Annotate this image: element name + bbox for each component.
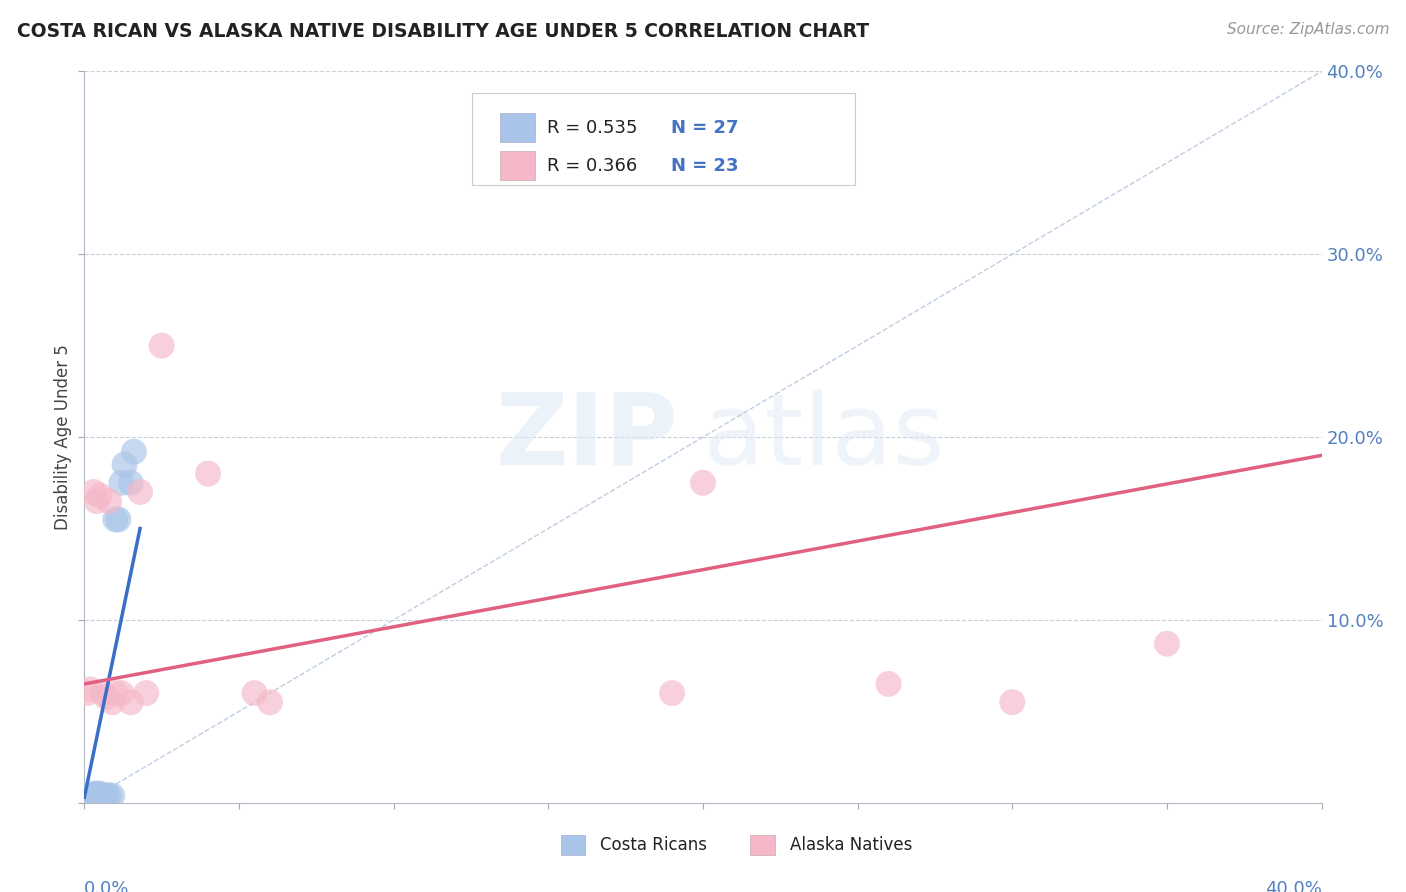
Point — [89, 790, 111, 805]
Point — [98, 494, 121, 508]
Text: Source: ZipAtlas.com: Source: ZipAtlas.com — [1226, 22, 1389, 37]
Point — [79, 682, 101, 697]
Point — [104, 512, 127, 526]
Point — [135, 686, 157, 700]
Point — [91, 790, 114, 805]
Point — [86, 790, 108, 805]
Point — [86, 494, 108, 508]
FancyBboxPatch shape — [561, 835, 585, 855]
Point — [86, 789, 108, 803]
Point — [79, 792, 101, 806]
Text: R = 0.535: R = 0.535 — [547, 119, 637, 136]
Point — [91, 789, 114, 803]
Text: N = 27: N = 27 — [671, 119, 738, 136]
FancyBboxPatch shape — [501, 113, 534, 143]
Point — [110, 475, 132, 490]
Point — [101, 695, 124, 709]
Point — [83, 789, 105, 803]
Point — [76, 792, 98, 806]
Point — [83, 787, 105, 801]
Point — [83, 790, 105, 805]
FancyBboxPatch shape — [749, 835, 775, 855]
Point — [86, 787, 108, 801]
Point — [122, 444, 145, 458]
Point — [94, 790, 117, 805]
Point — [94, 789, 117, 803]
Point — [661, 686, 683, 700]
Text: Alaska Natives: Alaska Natives — [790, 836, 912, 855]
Point — [79, 790, 101, 805]
Point — [91, 686, 114, 700]
Point — [98, 789, 121, 803]
Point — [110, 686, 132, 700]
Point — [76, 686, 98, 700]
Point — [150, 338, 173, 352]
FancyBboxPatch shape — [501, 151, 534, 180]
Text: 0.0%: 0.0% — [84, 880, 129, 892]
Text: R = 0.366: R = 0.366 — [547, 157, 637, 175]
Point — [877, 677, 900, 691]
Point — [197, 467, 219, 481]
Text: Costa Ricans: Costa Ricans — [600, 836, 707, 855]
Point — [107, 512, 129, 526]
Text: 40.0%: 40.0% — [1265, 880, 1322, 892]
Text: ZIP: ZIP — [495, 389, 678, 485]
Point — [120, 475, 142, 490]
FancyBboxPatch shape — [471, 94, 855, 185]
Point — [89, 789, 111, 803]
Point — [104, 686, 127, 700]
Point — [120, 695, 142, 709]
Point — [89, 489, 111, 503]
Point — [1001, 695, 1024, 709]
Point — [94, 690, 117, 704]
Point — [101, 789, 124, 803]
Point — [89, 787, 111, 801]
Point — [259, 695, 281, 709]
Point — [89, 792, 111, 806]
Point — [83, 792, 105, 806]
Text: N = 23: N = 23 — [671, 157, 738, 175]
Point — [83, 485, 105, 500]
Point — [86, 792, 108, 806]
Point — [1156, 637, 1178, 651]
Text: atlas: atlas — [703, 389, 945, 485]
Point — [692, 475, 714, 490]
Text: COSTA RICAN VS ALASKA NATIVE DISABILITY AGE UNDER 5 CORRELATION CHART: COSTA RICAN VS ALASKA NATIVE DISABILITY … — [17, 22, 869, 41]
Point — [243, 686, 266, 700]
Point — [114, 458, 136, 472]
Point — [129, 485, 152, 500]
Y-axis label: Disability Age Under 5: Disability Age Under 5 — [53, 344, 72, 530]
